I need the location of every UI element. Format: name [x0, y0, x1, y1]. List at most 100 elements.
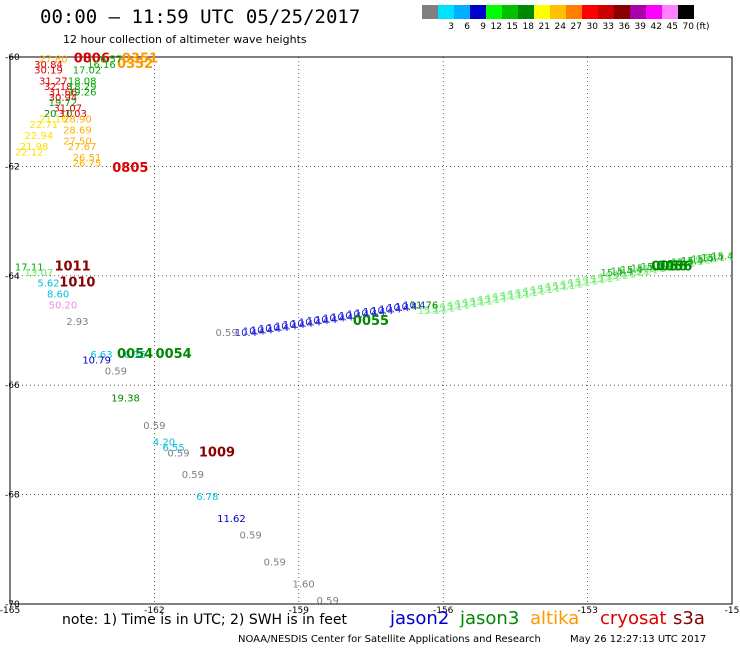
- track-point-label: 10.4: [275, 321, 297, 332]
- wave-height-label: 22.12: [15, 147, 44, 158]
- track-point-label: 15.4: [621, 265, 643, 276]
- track-point-label: 10.4: [315, 315, 337, 326]
- time-label: 0805: [112, 161, 148, 176]
- wave-height-label: 22.94: [25, 131, 54, 142]
- x-tick-label: -159: [289, 606, 310, 616]
- wave-height-label: 11.76: [410, 301, 439, 312]
- time-label: 1011: [54, 259, 90, 274]
- y-tick-label: -60: [5, 53, 20, 63]
- track-point-label: 10.4: [323, 314, 345, 325]
- x-tick-label: -156: [433, 606, 454, 616]
- track-point-label: 15.1: [531, 285, 553, 296]
- track-point-label: 10.4: [259, 324, 281, 335]
- legend-tick-label: 9: [480, 22, 486, 32]
- track-point-label: 15.1: [598, 272, 620, 283]
- x-tick-label: -15: [725, 606, 740, 616]
- track-point-label: 15.1: [485, 293, 507, 304]
- footer-note: note: 1) Time is in UTC; 2) SWH is in fe…: [62, 612, 348, 628]
- legend-swatch: 33: [598, 5, 614, 32]
- track-point-label: 10.4: [395, 302, 417, 313]
- track-point-label: 15.1: [493, 292, 515, 303]
- track-point-label: 15.1: [553, 281, 575, 292]
- track-point-label: 15.1: [568, 278, 590, 289]
- track-point-label: 15.1: [659, 261, 681, 272]
- footer-timestamp: May 26 12:27:13 UTC 2017: [570, 634, 707, 645]
- track-point-label: 15.1: [470, 296, 492, 307]
- track-point-label: 15.1: [628, 267, 650, 278]
- track-point-label: 15.4: [671, 257, 693, 268]
- wave-height-label: 5.62: [37, 279, 59, 290]
- track-point-label: 15.1: [440, 302, 462, 313]
- legend-jason3: jason3: [460, 608, 520, 629]
- wave-height-label: 27.80: [39, 54, 68, 65]
- wave-height-label: 18.29: [68, 82, 97, 93]
- track-point-label: 15.1: [463, 298, 485, 309]
- legend-swatch: 45: [662, 5, 678, 32]
- track-point-label: 15.1: [711, 251, 733, 262]
- track-point-label: 15.1: [500, 291, 522, 302]
- legend-tick-label: 39: [634, 22, 646, 32]
- track-point-label: 15.4: [661, 259, 683, 270]
- legend-tick-label: 27: [570, 22, 582, 32]
- time-label: 0806: [74, 51, 110, 66]
- wave-height-label: 0.59: [167, 448, 189, 459]
- track-point-label: 15.4: [701, 253, 723, 264]
- wave-height-label: 21.98: [20, 142, 49, 153]
- time-label: 1009: [199, 445, 235, 460]
- wave-height-label: 6.63: [90, 350, 112, 361]
- track-point-label: 15.1: [538, 284, 560, 295]
- track-point-label: 15.4: [651, 260, 673, 271]
- legend-swatch: [422, 5, 438, 19]
- track-point-label: 15.1: [674, 258, 696, 269]
- y-tick-label: -66: [5, 381, 20, 391]
- legend-swatch: 12: [486, 5, 502, 32]
- track-point-label: 15.1: [681, 257, 703, 268]
- time-label: 0351: [122, 51, 158, 66]
- wave-height-label: 4.20: [153, 437, 175, 448]
- wave-height-label: 6.35: [124, 350, 146, 361]
- legend-swatch: 24: [550, 5, 566, 32]
- wave-height-label: 32.18: [44, 82, 73, 93]
- track-point-label: 15.1: [448, 300, 470, 311]
- track-point-label: 15.4: [631, 263, 653, 274]
- time-label: 0054: [117, 347, 153, 362]
- track-point-label: 15.1: [696, 254, 718, 265]
- legend-swatch: 70: [678, 5, 694, 32]
- time-label: 0056: [651, 259, 687, 274]
- legend-swatch: 6: [454, 5, 470, 32]
- wave-height-label: 0.59: [143, 421, 165, 432]
- legend-swatch: 9: [470, 5, 486, 32]
- wave-height-label: 0.59: [240, 530, 262, 541]
- wave-height-label: 0.59: [105, 366, 127, 377]
- track-point-label: 15.1: [418, 306, 440, 317]
- wave-height-label: 16.16: [87, 60, 116, 71]
- legend-altika: altika: [530, 608, 580, 629]
- x-tick-label: -162: [144, 606, 164, 616]
- track-point-label: 10.4: [243, 327, 265, 338]
- wave-height-label: 19.26: [68, 87, 97, 98]
- track-point-label: 10.4: [379, 305, 401, 316]
- legend-swatch: 30: [582, 5, 598, 32]
- track-point-label: 15.1: [591, 274, 613, 285]
- wave-height-label: 17.11: [15, 262, 44, 273]
- footer-credit: NOAA/NESDIS Center for Satellite Applica…: [238, 634, 541, 645]
- legend-swatch: 36: [614, 5, 630, 32]
- track-point-label: 15.1: [515, 288, 537, 299]
- track-point-label: 15.1: [636, 265, 658, 276]
- legend-swatch: 18: [518, 5, 534, 32]
- wave-height-label: 1.60: [292, 580, 314, 591]
- track-point-label: 10.4: [283, 320, 305, 331]
- legend-tick-label: 18: [522, 22, 534, 32]
- wave-height-label: 50.20: [49, 301, 78, 312]
- track-point-label: 10.4: [267, 323, 289, 334]
- track-point-label: 10.4: [235, 328, 257, 339]
- track-point-label: 10.4: [251, 325, 273, 336]
- wave-height-label: 0.59: [264, 558, 286, 569]
- legend-jason2: jason2: [390, 608, 450, 629]
- track-point-label: 15.1: [508, 289, 530, 300]
- track-point-label: 15.1: [455, 299, 477, 310]
- legend-swatch: 3: [438, 5, 454, 32]
- chart-title: 00:00 – 11:59 UTC 05/25/2017: [40, 6, 361, 28]
- track-point-label: 15.1: [523, 286, 545, 297]
